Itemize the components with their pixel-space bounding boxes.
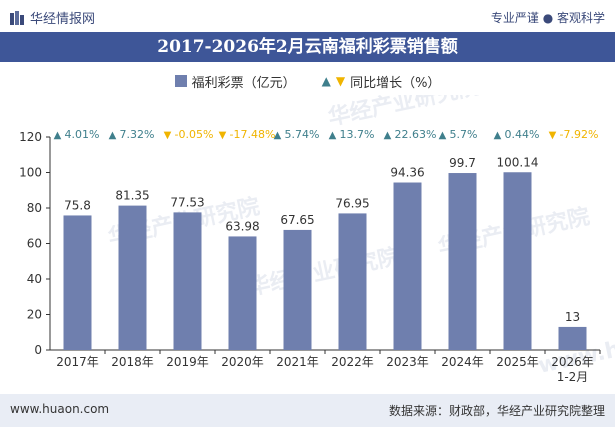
- y-tick-label: 100: [19, 166, 42, 180]
- growth-label: -0.05%: [175, 128, 214, 141]
- down-triangle-icon: ▼: [219, 130, 227, 141]
- up-triangle-icon: ▲: [384, 130, 392, 141]
- y-tick-label: 40: [27, 272, 42, 286]
- x-tick-label: 1-2月: [557, 370, 589, 384]
- bar-value-label: 77.53: [170, 195, 204, 209]
- growth-label: 5.7%: [450, 128, 478, 141]
- bar-value-label: 67.65: [280, 213, 314, 227]
- bar-value-label: 81.35: [115, 189, 149, 203]
- chart-title: 2017-2026年2月云南福利彩票销售额: [0, 32, 615, 62]
- growth-label: 0.44%: [505, 128, 540, 141]
- bar: [393, 182, 422, 350]
- footer: www.huaon.com 数据来源：财政部，华经产业研究院整理: [0, 394, 615, 427]
- down-triangle-icon: ▼: [164, 130, 172, 141]
- x-tick-label: 2024年: [441, 355, 484, 369]
- up-triangle-icon: ▲: [329, 130, 337, 141]
- watermark-text: 华经产业研究院: [326, 95, 482, 131]
- bar: [228, 236, 257, 350]
- x-tick-label: 2018年: [111, 355, 154, 369]
- bar: [448, 173, 477, 350]
- bar: [118, 205, 147, 350]
- footer-url: www.huaon.com: [10, 402, 110, 416]
- bar: [338, 213, 367, 350]
- x-tick-label: 2019年: [166, 355, 209, 369]
- bar-value-label: 76.95: [335, 196, 369, 210]
- bar: [173, 212, 202, 350]
- legend-item-bar: 福利彩票（亿元）: [174, 72, 296, 91]
- bar: [503, 172, 532, 350]
- brand-name: 华经情报网: [30, 12, 96, 27]
- bar-value-label: 94.36: [390, 166, 424, 180]
- x-tick-label: 2025年: [496, 355, 539, 369]
- bar-value-label: 99.7: [449, 156, 476, 170]
- y-tick-label: 120: [19, 130, 42, 144]
- bar: [558, 326, 587, 350]
- growth-label: -7.92%: [560, 128, 599, 141]
- y-tick-label: 80: [27, 201, 42, 215]
- bar: [283, 229, 312, 350]
- growth-label: 5.74%: [285, 128, 320, 141]
- legend-bar-label: 福利彩票（亿元）: [191, 75, 296, 91]
- watermark-text: 华经产业研究院: [246, 243, 402, 300]
- bar-value-label: 75.8: [64, 198, 91, 212]
- bar-value-label: 63.98: [225, 219, 259, 233]
- up-triangle-icon: ▲: [109, 130, 117, 141]
- x-tick-label: 2020年: [221, 355, 264, 369]
- growth-label: 4.01%: [65, 128, 100, 141]
- y-tick-label: 0: [34, 343, 42, 357]
- down-triangle-icon: ▼: [335, 74, 346, 88]
- down-triangle-icon: ▼: [549, 130, 557, 141]
- bar: [63, 215, 92, 350]
- growth-label: -17.48%: [230, 128, 276, 141]
- up-triangle-icon: ▲: [494, 130, 502, 141]
- growth-label: 13.7%: [340, 128, 375, 141]
- y-tick-label: 20: [27, 308, 42, 322]
- y-tick-label: 60: [27, 237, 42, 251]
- top-bar: 华经情报网 专业严谨 ● 客观科学: [0, 0, 615, 32]
- legend: 福利彩票（亿元） ▲ ▼ 同比增长（%）: [0, 69, 615, 93]
- x-tick-label: 2021年: [276, 355, 319, 369]
- x-tick-label: 2026年: [551, 355, 594, 369]
- growth-label: 22.63%: [395, 128, 437, 141]
- growth-label: 7.32%: [120, 128, 155, 141]
- x-tick-label: 2023年: [386, 355, 429, 369]
- legend-item-growth: ▲ ▼ 同比增长（%）: [322, 72, 441, 91]
- bar-value-label: 13: [565, 310, 580, 324]
- bar-swatch-icon: [174, 75, 187, 87]
- brand: 华经情报网: [10, 8, 95, 27]
- up-triangle-icon: ▲: [439, 130, 447, 141]
- up-triangle-icon: ▲: [54, 130, 62, 141]
- logo-icon: [10, 10, 24, 25]
- x-tick-label: 2017年: [56, 355, 99, 369]
- bar-chart: 华经产业研究院华经产业研究院华经产业研究院华经产业研究院www.huaon.co…: [19, 95, 615, 384]
- tagline: 专业严谨 ● 客观科学: [490, 11, 605, 25]
- footer-source: 数据来源：财政部，华经产业研究院整理: [388, 404, 605, 418]
- legend-growth-label: 同比增长（%）: [350, 75, 441, 91]
- bar-value-label: 100.14: [497, 155, 539, 169]
- up-triangle-icon: ▲: [321, 74, 331, 88]
- up-triangle-icon: ▲: [274, 130, 282, 141]
- x-tick-label: 2022年: [331, 355, 374, 369]
